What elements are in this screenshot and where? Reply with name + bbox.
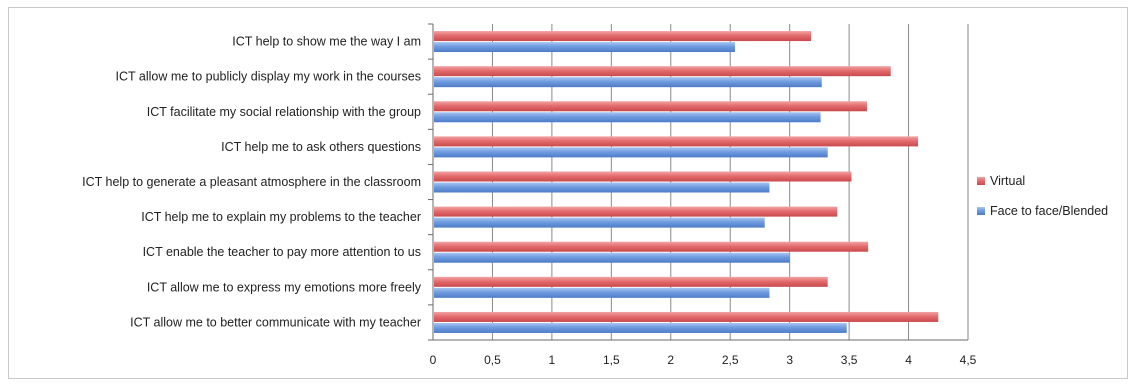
legend-label-face-to-face: Face to face/Blended: [990, 204, 1108, 218]
legend-swatch-virtual: [977, 177, 985, 185]
bar-face-to-face: [434, 217, 765, 228]
x-tick-label: 0: [430, 353, 437, 367]
legend-label-virtual: Virtual: [990, 174, 1025, 188]
category-label: ICT help me to explain my problems to th…: [141, 210, 421, 224]
x-tick-label: 1: [549, 353, 556, 367]
bar-face-to-face: [434, 147, 828, 158]
bar-face-to-face: [434, 112, 821, 123]
category-label: ICT allow me to better communicate with …: [130, 315, 421, 329]
category-label: ICT help to show me the way I am: [232, 35, 421, 49]
bar-virtual: [434, 31, 812, 42]
bar-virtual: [434, 276, 828, 287]
bar-virtual: [434, 311, 939, 322]
bars: [434, 31, 939, 333]
x-tick-label: 2,5: [722, 353, 739, 367]
bar-virtual: [434, 171, 852, 182]
category-label: ICT help me to ask others questions: [221, 140, 421, 154]
category-label: ICT facilitate my social relationship wi…: [147, 105, 421, 119]
bar-virtual: [434, 66, 891, 77]
bar-virtual: [434, 241, 869, 252]
x-tick-label: 2: [667, 353, 674, 367]
bar-virtual: [434, 136, 919, 147]
x-tick-label: 1,5: [603, 353, 620, 367]
bar-face-to-face: [434, 287, 770, 298]
bar-virtual: [434, 206, 838, 217]
x-tick-label: 3: [786, 353, 793, 367]
category-label: ICT enable the teacher to pay more atten…: [143, 245, 421, 259]
chart-frame: ICT help to show me the way I am ICT allo…: [8, 7, 1128, 379]
x-tick-labels: 0 0,5 1 1,5 2 2,5 3 3,5 4 4,5: [430, 353, 977, 367]
x-tick-label: 4: [905, 353, 912, 367]
bar-face-to-face: [434, 77, 822, 88]
category-labels: ICT help to show me the way I am ICT allo…: [82, 35, 422, 330]
category-label: ICT allow me to express my emotions more…: [147, 280, 422, 294]
bar-face-to-face: [434, 322, 847, 333]
bar-face-to-face: [434, 42, 735, 53]
category-label: ICT help to generate a pleasant atmosphe…: [82, 175, 421, 189]
bar-face-to-face: [434, 182, 770, 193]
x-tick-label: 3,5: [841, 353, 858, 367]
x-tick-label: 4,5: [960, 353, 977, 367]
bar-chart: ICT help to show me the way I am ICT allo…: [82, 23, 1108, 367]
grid-lines: [428, 23, 969, 341]
bar-face-to-face: [434, 252, 790, 263]
legend-swatch-face-to-face: [977, 207, 985, 215]
category-label: ICT allow me to publicly display my work…: [116, 70, 421, 84]
x-tick-label: 0,5: [484, 353, 501, 367]
bar-virtual: [434, 101, 867, 112]
legend: Virtual Face to face/Blended: [977, 174, 1108, 218]
